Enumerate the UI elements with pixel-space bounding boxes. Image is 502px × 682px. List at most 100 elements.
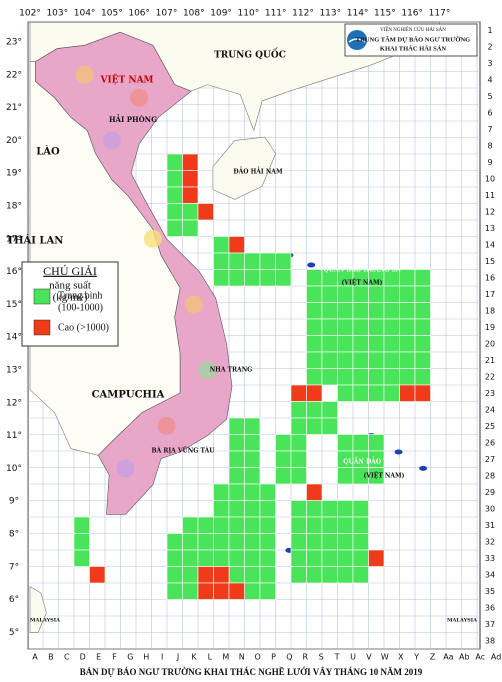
forecast-cell bbox=[275, 252, 292, 270]
latitude-label: 23° bbox=[6, 38, 22, 48]
forecast-cell bbox=[228, 582, 245, 600]
latitude-label: 12° bbox=[6, 398, 22, 408]
forecast-cell bbox=[321, 285, 338, 303]
column-label: Z bbox=[430, 653, 436, 662]
forecast-cell bbox=[290, 434, 307, 452]
forecast-cell bbox=[213, 269, 230, 287]
column-label: B bbox=[48, 653, 54, 662]
forecast-cell bbox=[383, 368, 400, 386]
forecast-cell bbox=[414, 302, 431, 320]
forecast-cell bbox=[213, 500, 230, 518]
forecast-cell bbox=[383, 302, 400, 320]
forecast-cell bbox=[352, 533, 369, 551]
forecast-cell bbox=[368, 434, 385, 452]
forecast-cell bbox=[244, 269, 261, 287]
reef bbox=[307, 262, 316, 268]
forecast-cell bbox=[399, 384, 416, 402]
forecast-cell bbox=[166, 566, 183, 584]
forecast-cell bbox=[306, 533, 323, 551]
forecast-cell bbox=[352, 318, 369, 336]
place-name: BÀ RỊA VŨNG TÀU bbox=[152, 447, 216, 455]
forecast-cell bbox=[383, 351, 400, 369]
latitude-label: 21° bbox=[6, 103, 22, 113]
latitude-label: 5° bbox=[9, 628, 19, 638]
forecast-cell bbox=[166, 582, 183, 600]
province bbox=[102, 131, 121, 150]
forecast-cell bbox=[368, 335, 385, 353]
forecast-cell bbox=[228, 483, 245, 501]
forecast-cell bbox=[306, 351, 323, 369]
forecast-cell bbox=[306, 368, 323, 386]
forecast-cell bbox=[352, 434, 369, 452]
row-label: 31 bbox=[485, 521, 495, 530]
column-label: U bbox=[350, 653, 356, 662]
forecast-cell bbox=[182, 219, 199, 237]
forecast-cell bbox=[244, 434, 261, 452]
forecast-cell bbox=[228, 252, 245, 270]
latitude-label: 13° bbox=[6, 366, 22, 376]
forecast-cell bbox=[337, 302, 354, 320]
forecast-cell bbox=[337, 533, 354, 551]
legend-label: Trung bình bbox=[58, 290, 102, 301]
forecast-cell bbox=[399, 351, 416, 369]
forecast-cell bbox=[306, 516, 323, 534]
forecast-cell bbox=[414, 335, 431, 353]
column-label: O bbox=[254, 653, 260, 662]
forecast-cell bbox=[275, 450, 292, 468]
row-label: 11 bbox=[485, 191, 495, 200]
forecast-cell bbox=[89, 566, 106, 584]
forecast-cell bbox=[275, 467, 292, 485]
longitude-label: 114° bbox=[347, 9, 369, 19]
forecast-cell bbox=[197, 203, 214, 221]
forecast-cell bbox=[399, 285, 416, 303]
row-label: 15 bbox=[485, 257, 495, 266]
column-label: T bbox=[334, 653, 340, 662]
legend-swatch bbox=[33, 319, 51, 336]
longitude-label: 117° bbox=[429, 9, 451, 19]
column-label: Ad bbox=[491, 653, 501, 662]
legend-subtitle: (kg/mẻ) bbox=[53, 292, 88, 304]
forecast-cell bbox=[306, 566, 323, 584]
forecast-cell bbox=[244, 417, 261, 435]
longitude-label: 107° bbox=[156, 9, 178, 19]
forecast-cell bbox=[213, 582, 230, 600]
latitude-label: 22° bbox=[6, 70, 22, 80]
forecast-cell bbox=[368, 351, 385, 369]
malaysia bbox=[29, 585, 47, 633]
row-label: 35 bbox=[485, 587, 495, 596]
forecast-cell bbox=[352, 549, 369, 567]
column-label: Y bbox=[413, 653, 419, 662]
forecast-cell bbox=[244, 533, 261, 551]
row-label: 20 bbox=[485, 339, 495, 348]
place-name: HẢI PHÒNG bbox=[109, 114, 157, 124]
forecast-cell bbox=[228, 467, 245, 485]
forecast-cell bbox=[244, 582, 261, 600]
forecast-cell bbox=[197, 516, 214, 534]
forecast-cell bbox=[213, 483, 230, 501]
legend-label: Cao (>1000) bbox=[58, 322, 109, 333]
forecast-cell bbox=[182, 516, 199, 534]
row-label: 4 bbox=[487, 75, 492, 84]
forecast-cell bbox=[414, 384, 431, 402]
column-label: M bbox=[222, 653, 229, 662]
hainan bbox=[212, 136, 277, 200]
forecast-cell bbox=[182, 582, 199, 600]
forecast-cell bbox=[399, 335, 416, 353]
column-label: C bbox=[64, 653, 70, 662]
column-label: F bbox=[112, 653, 117, 662]
forecast-cell bbox=[213, 516, 230, 534]
province bbox=[130, 88, 149, 107]
forecast-cell bbox=[306, 401, 323, 419]
forecast-cell bbox=[228, 533, 245, 551]
forecast-cell bbox=[166, 549, 183, 567]
forecast-cell bbox=[244, 516, 261, 534]
forecast-cell bbox=[399, 318, 416, 336]
forecast-cell bbox=[321, 566, 338, 584]
forecast-cell bbox=[337, 500, 354, 518]
longitude-label: 102° bbox=[19, 9, 41, 19]
forecast-cell bbox=[352, 302, 369, 320]
forecast-cell bbox=[337, 434, 354, 452]
forecast-cell bbox=[352, 351, 369, 369]
forecast-cell bbox=[321, 533, 338, 551]
forecast-cell bbox=[73, 533, 90, 551]
